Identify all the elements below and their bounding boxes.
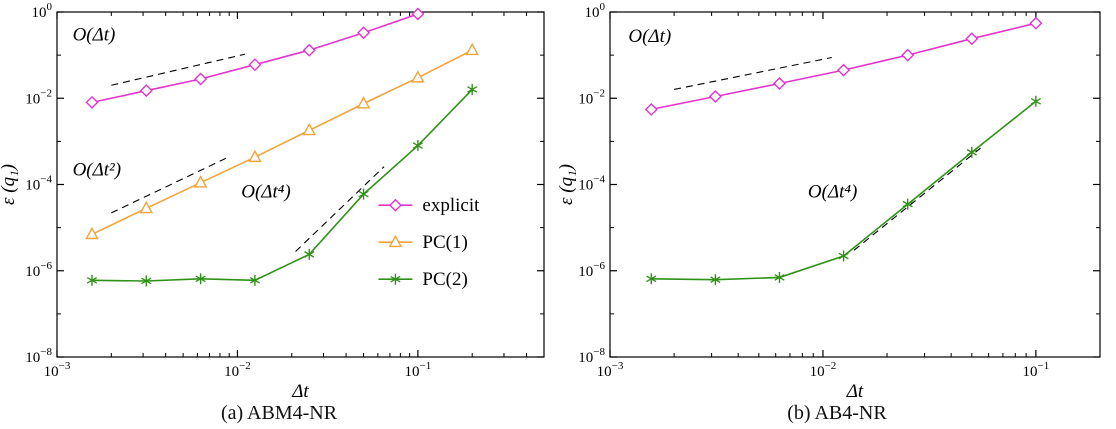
series-marker-explicit — [772, 76, 786, 90]
series-marker-explicit — [194, 72, 208, 86]
y-tick-label: 10−4 — [578, 174, 605, 194]
series-marker-explicit — [837, 63, 851, 77]
y-tick-label: 100 — [32, 1, 53, 21]
ref-line-o-t — [111, 53, 246, 86]
y-tick-label: 10−2 — [25, 87, 52, 107]
x-tick-label: 10−1 — [1023, 360, 1050, 380]
series-line-pc-1 — [91, 49, 473, 236]
series-marker-pc-2 — [86, 276, 98, 284]
series-marker-pc-1 — [85, 226, 99, 240]
chart-panel-a: 10−3 10−2 10−1 10−8 10−6 10−4 10−2 100 O(Δt) O(Δt… — [0, 1, 545, 424]
plot-b-canvas: 10−3 10−2 10−1 10−8 10−6 10−4 10−2 100 O(Δt) O(Δt… — [558, 1, 1101, 400]
series-line-pc-2 — [91, 88, 473, 282]
y-tick-label: 10−6 — [578, 260, 605, 280]
x-tick-label: 10−3 — [597, 360, 624, 380]
legend-marker-pc-1 — [388, 234, 403, 248]
series-marker-pc-2 — [646, 275, 657, 283]
x-tick-label: 10−1 — [405, 360, 432, 380]
series-marker-pc-2 — [467, 86, 478, 93]
series-marker-pc-1 — [193, 175, 208, 188]
x-tick-label: 10−2 — [810, 360, 837, 380]
x-tick-label: 10−2 — [224, 360, 251, 380]
plot-frame — [609, 11, 1101, 358]
series-marker-pc-1 — [302, 122, 317, 136]
series-marker-pc-2 — [141, 277, 152, 285]
series-marker-pc-2 — [966, 148, 977, 156]
ref-line-o-t — [853, 147, 981, 251]
series-marker-explicit — [302, 43, 316, 57]
series-marker-pc-2 — [304, 250, 315, 258]
ref-line-label-o-t: O(Δt) — [628, 26, 671, 47]
ref-line-o-t — [295, 166, 385, 252]
series-marker-explicit — [248, 58, 262, 72]
series-marker-pc-1 — [356, 96, 371, 109]
ref-line-label-o-t: O(Δt²) — [73, 160, 122, 181]
y-axis-label: ε (q₁) — [558, 164, 577, 205]
y-tick-label: 10−6 — [25, 260, 52, 280]
series-marker-explicit — [139, 84, 153, 98]
series-marker-explicit — [708, 89, 722, 103]
legend-label-pc-2: PC(2) — [422, 269, 467, 290]
series-marker-pc-2 — [774, 274, 785, 281]
ref-line-label-o-t: O(Δt⁴) — [808, 181, 857, 202]
series-marker-explicit — [965, 32, 979, 46]
legend-marker-pc-2 — [390, 275, 401, 283]
chart-panel-b: 10−3 10−2 10−1 10−8 10−6 10−4 10−2 100 O(Δt) O(Δt… — [558, 0, 1116, 429]
series-marker-pc-2 — [412, 142, 423, 149]
y-tick-label: 10−4 — [25, 174, 52, 194]
x-tick-label: 10−3 — [44, 360, 71, 380]
x-axis-label: Δt — [291, 381, 309, 400]
series-line-explicit — [91, 13, 419, 104]
series-marker-explicit — [644, 102, 658, 116]
ref-line-o-t — [673, 56, 832, 90]
plot-frame — [56, 11, 545, 358]
ref-line-label-o-t: O(Δt) — [73, 24, 116, 45]
ref-line-o-t — [111, 156, 230, 214]
series-marker-explicit — [901, 48, 915, 62]
legend-marker-explicit — [388, 198, 402, 212]
y-tick-label: 10−8 — [578, 346, 605, 366]
series-marker-explicit — [1029, 16, 1043, 30]
series-marker-pc-2 — [358, 190, 369, 198]
series-marker-pc-2 — [195, 275, 206, 283]
series-marker-explicit — [85, 95, 99, 109]
series-marker-explicit — [411, 7, 425, 21]
series-marker-explicit — [357, 26, 371, 40]
series-marker-pc-2 — [902, 200, 913, 208]
caption-a: (a) ABM4-NR — [220, 402, 338, 424]
series-marker-pc-1 — [411, 70, 425, 83]
series-marker-pc-1 — [139, 200, 154, 214]
ref-line-label-o-t: O(Δt⁴) — [241, 181, 290, 202]
series-marker-pc-1 — [248, 149, 262, 163]
y-tick-label: 100 — [585, 1, 606, 21]
y-tick-label: 10−8 — [25, 346, 52, 366]
x-axis-label: Δt — [846, 381, 864, 400]
series-marker-pc-2 — [710, 276, 721, 284]
y-tick-label: 10−2 — [578, 87, 605, 107]
caption-b: (b) AB4-NR — [787, 402, 887, 424]
plot-a-canvas: 10−3 10−2 10−1 10−8 10−6 10−4 10−2 100 O(Δt) O(Δt… — [0, 1, 545, 400]
series-marker-pc-2 — [1030, 97, 1042, 105]
series-marker-pc-2 — [249, 276, 261, 284]
legend-label-pc-1: PC(1) — [422, 232, 467, 253]
legend-label-explicit: explicit — [422, 195, 480, 216]
y-axis-label: ε (q₁) — [0, 164, 19, 205]
series-marker-pc-1 — [465, 42, 479, 56]
series-marker-pc-2 — [838, 252, 849, 260]
